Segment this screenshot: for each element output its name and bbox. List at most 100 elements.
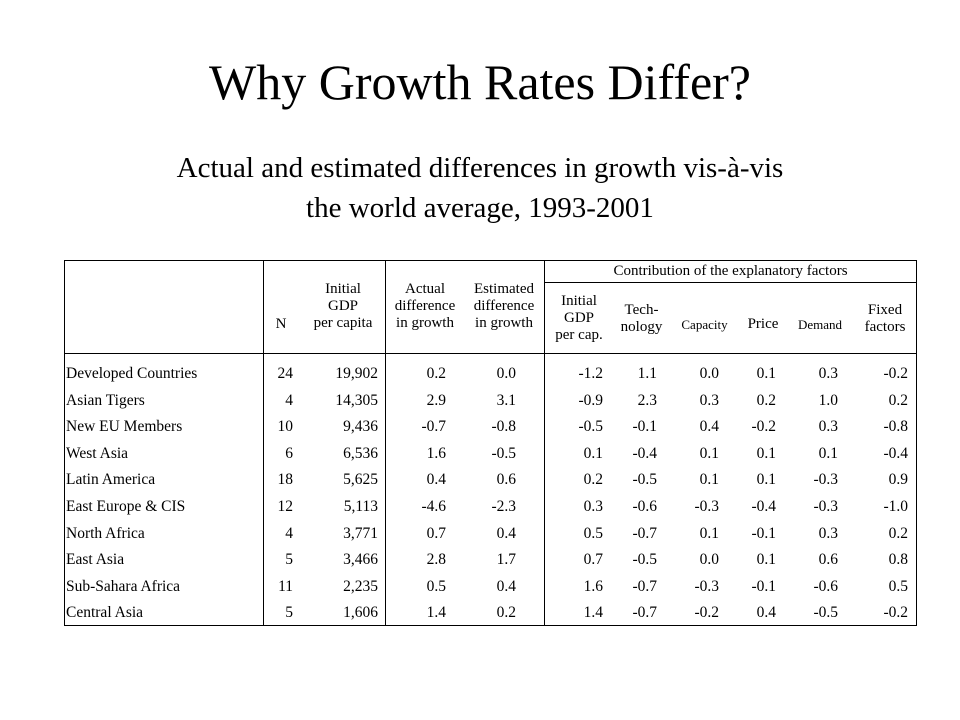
cell-factor-gdp: 0.7: [583, 551, 603, 568]
cell-initial-gdp: 3,466: [343, 551, 378, 568]
cell-factor-gdp: 1.6: [583, 578, 603, 595]
cell-factor-price: 0.2: [756, 392, 776, 409]
subtitle-line-1: Actual and estimated differences in grow…: [176, 152, 784, 184]
cell-actual-difference: 1.6: [426, 445, 446, 462]
cell-factor-gdp: 0.2: [583, 471, 603, 488]
cell-factor-capacity: -0.3: [694, 578, 719, 595]
cell-factor-fixed: 0.8: [888, 551, 908, 568]
cell-actual-difference: 0.4: [426, 471, 446, 488]
cell-factor-gdp: 0.3: [583, 498, 603, 515]
group-header-rule: [544, 282, 917, 283]
divider-after-gdp: [385, 260, 386, 626]
cell-initial-gdp: 9,436: [343, 418, 378, 435]
cell-estimated-difference: 0.0: [496, 365, 516, 382]
cell-factor-fixed: -0.4: [883, 445, 908, 462]
header-factor-gdp: Initial GDP per cap.: [545, 293, 613, 344]
header-n: N: [275, 316, 287, 332]
cell-n: 18: [277, 471, 294, 488]
cell-n: 4: [285, 525, 293, 542]
cell-factor-capacity: 0.1: [699, 445, 719, 462]
header-factor-tech-1: Tech-: [624, 302, 659, 318]
header-estimated-3: in growth: [475, 315, 533, 331]
cell-factor-technology: -0.5: [632, 551, 657, 568]
header-factor-tech: Tech- nology: [613, 302, 670, 336]
cell-actual-difference: 2.9: [426, 392, 446, 409]
cell-factor-demand: -0.5: [813, 604, 838, 621]
header-factor-gdp-1: Initial: [561, 293, 597, 309]
cell-region: East Asia: [66, 551, 125, 568]
cell-factor-demand: -0.6: [813, 578, 838, 595]
header-initial-gdp-3: per capita: [313, 315, 373, 331]
header-initial-gdp-1: Initial: [325, 281, 361, 297]
cell-factor-price: -0.2: [751, 418, 776, 435]
cell-actual-difference: 0.7: [426, 525, 446, 542]
divider-after-region: [263, 260, 264, 626]
header-initial-gdp-2: GDP: [327, 298, 358, 314]
cell-factor-price: 0.4: [756, 604, 776, 621]
table-top-rule: [64, 260, 917, 261]
cell-factor-capacity: 0.0: [699, 365, 719, 382]
cell-region: New EU Members: [66, 418, 183, 435]
slide-subtitle: Actual and estimated differences in grow…: [60, 148, 900, 228]
header-factor-price: Price: [747, 316, 779, 332]
cell-factor-capacity: -0.2: [694, 604, 719, 621]
cell-region: West Asia: [66, 445, 129, 462]
cell-region: Developed Countries: [66, 365, 198, 382]
cell-factor-fixed: -0.8: [883, 418, 908, 435]
header-factor-gdp-2: GDP: [563, 310, 594, 326]
cell-estimated-difference: 0.4: [496, 578, 516, 595]
cell-factor-demand: -0.3: [813, 498, 838, 515]
cell-n: 5: [285, 551, 293, 568]
cell-n: 4: [285, 392, 293, 409]
cell-factor-price: 0.1: [756, 471, 776, 488]
cell-initial-gdp: 19,902: [335, 365, 378, 382]
cell-factor-technology: 2.3: [637, 392, 657, 409]
cell-factor-gdp: -1.2: [578, 365, 603, 382]
cell-region: Central Asia: [66, 604, 144, 621]
cell-initial-gdp: 5,625: [343, 471, 378, 488]
cell-factor-fixed: -1.0: [883, 498, 908, 515]
header-factor-demand: Demand: [797, 317, 843, 332]
header-estimated-1: Estimated: [474, 281, 534, 297]
cell-estimated-difference: 0.4: [496, 525, 516, 542]
header-estimated: Estimated difference in growth: [464, 281, 544, 332]
cell-factor-gdp: -0.9: [578, 392, 603, 409]
cell-factor-fixed: -0.2: [883, 365, 908, 382]
cell-actual-difference: -4.6: [421, 498, 446, 515]
cell-region: Sub-Sahara Africa: [66, 578, 181, 595]
divider-after-estimated: [544, 260, 545, 626]
cell-initial-gdp: 1,606: [343, 604, 378, 621]
cell-region: East Europe & CIS: [66, 498, 186, 515]
cell-actual-difference: 2.8: [426, 551, 446, 568]
cell-factor-price: -0.1: [751, 578, 776, 595]
cell-factor-technology: -0.6: [632, 498, 657, 515]
cell-estimated-difference: -0.8: [491, 418, 516, 435]
cell-n: 12: [277, 498, 294, 515]
cell-factor-fixed: -0.2: [883, 604, 908, 621]
table-right-border: [916, 260, 917, 626]
cell-region: Latin America: [66, 471, 156, 488]
cell-n: 5: [285, 604, 293, 621]
cell-factor-demand: 0.6: [818, 551, 838, 568]
header-factor-tech-2: nology: [620, 319, 663, 335]
header-factor-capacity: Capacity: [681, 317, 728, 332]
cell-actual-difference: 0.5: [426, 578, 446, 595]
header-actual-3: in growth: [396, 315, 454, 331]
cell-factor-demand: 0.1: [818, 445, 838, 462]
cell-n: 11: [278, 578, 293, 595]
cell-factor-technology: -0.1: [632, 418, 657, 435]
cell-factor-technology: -0.7: [632, 578, 657, 595]
header-actual-2: difference: [394, 298, 456, 314]
cell-factor-technology: -0.7: [632, 604, 657, 621]
cell-factor-fixed: 0.2: [888, 525, 908, 542]
cell-estimated-difference: -0.5: [491, 445, 516, 462]
cell-factor-demand: 1.0: [818, 392, 838, 409]
cell-n: 6: [285, 445, 293, 462]
cell-factor-technology: -0.7: [632, 525, 657, 542]
cell-initial-gdp: 2,235: [343, 578, 378, 595]
header-actual: Actual difference in growth: [386, 281, 464, 332]
cell-factor-price: -0.1: [751, 525, 776, 542]
cell-factor-demand: 0.3: [818, 365, 838, 382]
cell-factor-gdp: 1.4: [583, 604, 603, 621]
cell-factor-technology: -0.4: [632, 445, 657, 462]
